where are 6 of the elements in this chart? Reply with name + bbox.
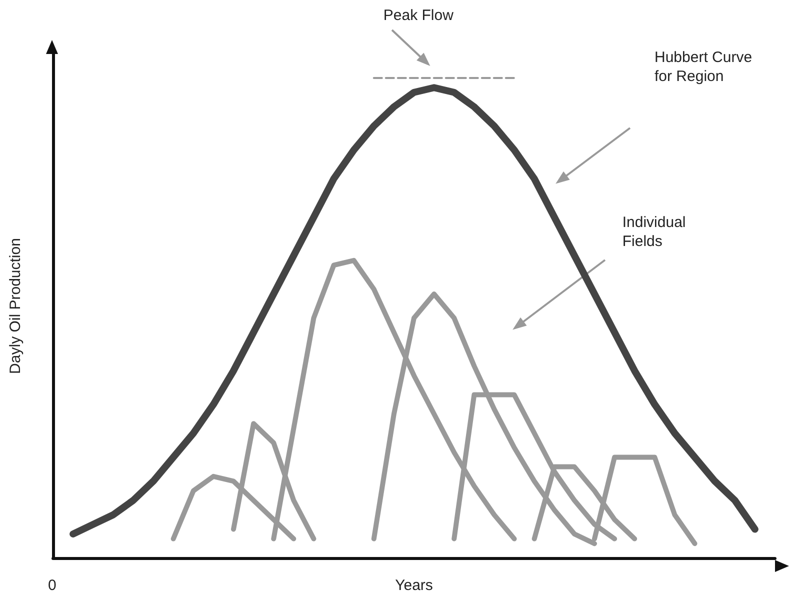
annotation: Hubbert Curve for Region <box>654 49 756 85</box>
x-axis-title: Years <box>395 577 433 594</box>
annotation: Individual Fields <box>622 214 690 250</box>
text: 0 <box>48 577 56 594</box>
y-axis-title: Dayly Oil Production <box>7 238 24 374</box>
text: Peak Flow <box>383 7 454 24</box>
